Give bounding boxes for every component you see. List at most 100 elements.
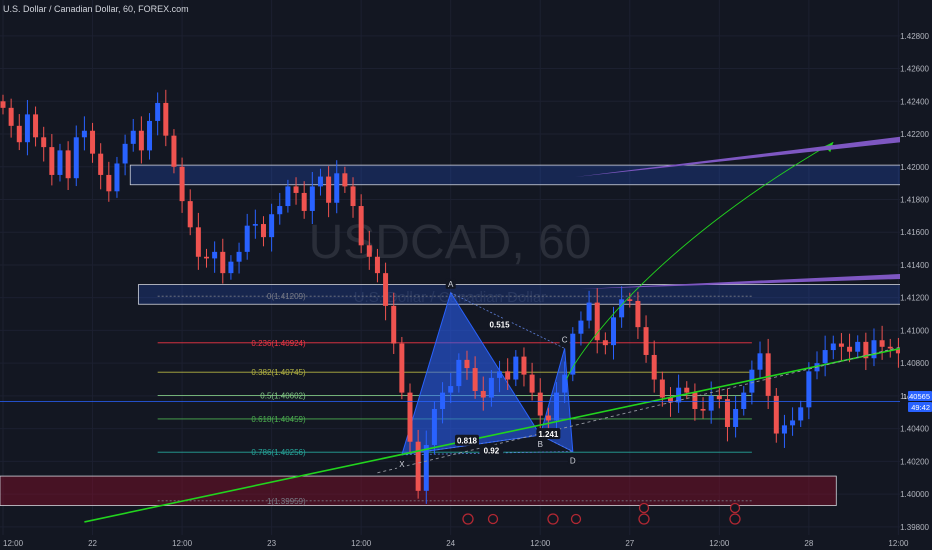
candle-body bbox=[643, 327, 649, 355]
zone-tp1-zone bbox=[137, 284, 932, 305]
candle-body bbox=[456, 359, 462, 387]
price-tick-label: 1.42800 bbox=[900, 32, 929, 41]
candle-body bbox=[0, 101, 6, 108]
candle-body bbox=[684, 387, 690, 393]
candle-body bbox=[887, 346, 893, 349]
candle-body bbox=[90, 130, 96, 154]
candle-body bbox=[244, 225, 250, 252]
price-axis[interactable]: 1.42800 1.42600 1.42400 1.42200 1.42000 1.418… bbox=[900, 0, 932, 550]
event-marker-icon[interactable] bbox=[638, 502, 650, 514]
point-label-bg bbox=[445, 278, 456, 289]
candle-body bbox=[879, 340, 885, 347]
candle-body bbox=[334, 173, 340, 203]
candle-body bbox=[602, 340, 608, 346]
candle-body bbox=[350, 186, 356, 207]
price-tick-label: 1.42400 bbox=[900, 97, 929, 106]
candle-body bbox=[554, 392, 560, 421]
time-axis-background bbox=[0, 536, 932, 550]
symbol-title[interactable]: U.S. Dollar / Canadian Dollar, 60, FOREX… bbox=[3, 4, 189, 14]
time-tick-label: 23 bbox=[267, 539, 276, 548]
candle-body bbox=[513, 356, 519, 380]
time-tick-label: 22 bbox=[88, 539, 97, 548]
candle-body bbox=[757, 353, 763, 370]
candle-body bbox=[407, 392, 413, 442]
targets-layer[interactable]: TP2TP1 bbox=[575, 117, 932, 289]
candle-body bbox=[716, 395, 722, 400]
event-marker-icon[interactable] bbox=[729, 513, 741, 525]
candle-body bbox=[822, 350, 828, 364]
event-marker-icon[interactable] bbox=[487, 513, 499, 525]
candle-body bbox=[578, 320, 584, 334]
event-marker-icon[interactable] bbox=[638, 513, 650, 525]
candle-body bbox=[228, 261, 234, 274]
event-marker-icon[interactable] bbox=[729, 502, 741, 514]
trend-channel-dashed-line[interactable] bbox=[377, 293, 932, 474]
candle-body bbox=[724, 399, 730, 427]
time-tick-label: 12:00 bbox=[172, 539, 193, 548]
candle-body bbox=[863, 341, 869, 359]
candle-body bbox=[619, 299, 625, 318]
time-axis[interactable]: 12:00 22 12:00 23 12:00 24 12:00 27 12:00 28 12:00… bbox=[0, 536, 932, 550]
price-tick-label: 1.41800 bbox=[900, 195, 929, 204]
candle-body bbox=[749, 369, 755, 393]
time-tick-label: 27 bbox=[625, 539, 634, 548]
event-marker-icon[interactable] bbox=[462, 513, 474, 525]
price-tick-label: 1.39800 bbox=[900, 523, 929, 532]
candle-body bbox=[521, 356, 527, 375]
pattern-ratio-label: 0.818 bbox=[457, 437, 478, 446]
price-tick-label: 1.40800 bbox=[900, 359, 929, 368]
candle-body bbox=[871, 340, 877, 359]
candle-body bbox=[692, 392, 698, 409]
candle-body bbox=[651, 354, 657, 380]
price-tick-label: 1.42200 bbox=[900, 130, 929, 139]
candle-body bbox=[163, 102, 169, 136]
candle-body bbox=[586, 302, 592, 321]
price-tick-label: 1.40400 bbox=[900, 425, 929, 434]
candle-body bbox=[440, 392, 446, 409]
event-markers[interactable] bbox=[462, 502, 741, 525]
point-label-bg bbox=[567, 455, 578, 466]
event-marker-icon[interactable] bbox=[570, 513, 582, 525]
candle-body bbox=[431, 408, 437, 445]
candle-body bbox=[73, 137, 79, 179]
time-tick-label: 12:00 bbox=[3, 539, 24, 548]
price-tick-label: 1.41400 bbox=[900, 261, 929, 270]
candle-body bbox=[399, 343, 405, 393]
price-tick-label: 1.42600 bbox=[900, 65, 929, 74]
candle-body bbox=[464, 359, 470, 369]
candle-body bbox=[114, 163, 120, 192]
candle-body bbox=[480, 390, 486, 398]
candle-body bbox=[562, 374, 568, 393]
candle-body bbox=[41, 137, 47, 148]
candle-body bbox=[383, 273, 389, 306]
candle-body bbox=[545, 415, 551, 421]
price-tick-label: 1.42000 bbox=[900, 163, 929, 172]
candle-body bbox=[358, 206, 364, 246]
candle-body bbox=[49, 147, 55, 175]
pattern-point-label: D bbox=[570, 457, 576, 466]
candle-body bbox=[635, 300, 641, 328]
time-tick-label: 12:00 bbox=[709, 539, 730, 548]
candle-body bbox=[627, 299, 633, 301]
fib-level-label: 0(1.41209) bbox=[267, 292, 306, 301]
candle-body bbox=[733, 408, 739, 427]
candle-body bbox=[171, 135, 177, 167]
ratio-label-bg bbox=[536, 428, 561, 440]
event-marker-icon[interactable] bbox=[547, 513, 559, 525]
candle-body bbox=[81, 130, 87, 138]
candle-body bbox=[204, 256, 209, 259]
candle-body bbox=[260, 224, 266, 238]
projection-path[interactable] bbox=[566, 141, 834, 380]
candle-body bbox=[505, 371, 511, 380]
candle-body bbox=[790, 420, 796, 426]
candle-body bbox=[236, 251, 242, 262]
price-tick-label: 1.41000 bbox=[900, 326, 929, 335]
pattern-ratio-label: 1.241 bbox=[538, 430, 559, 439]
candle-body bbox=[537, 392, 543, 416]
candle-body bbox=[472, 368, 478, 391]
price-tick-label: 1.41600 bbox=[900, 228, 929, 237]
candle-body bbox=[667, 397, 673, 403]
candle-body bbox=[708, 395, 714, 411]
